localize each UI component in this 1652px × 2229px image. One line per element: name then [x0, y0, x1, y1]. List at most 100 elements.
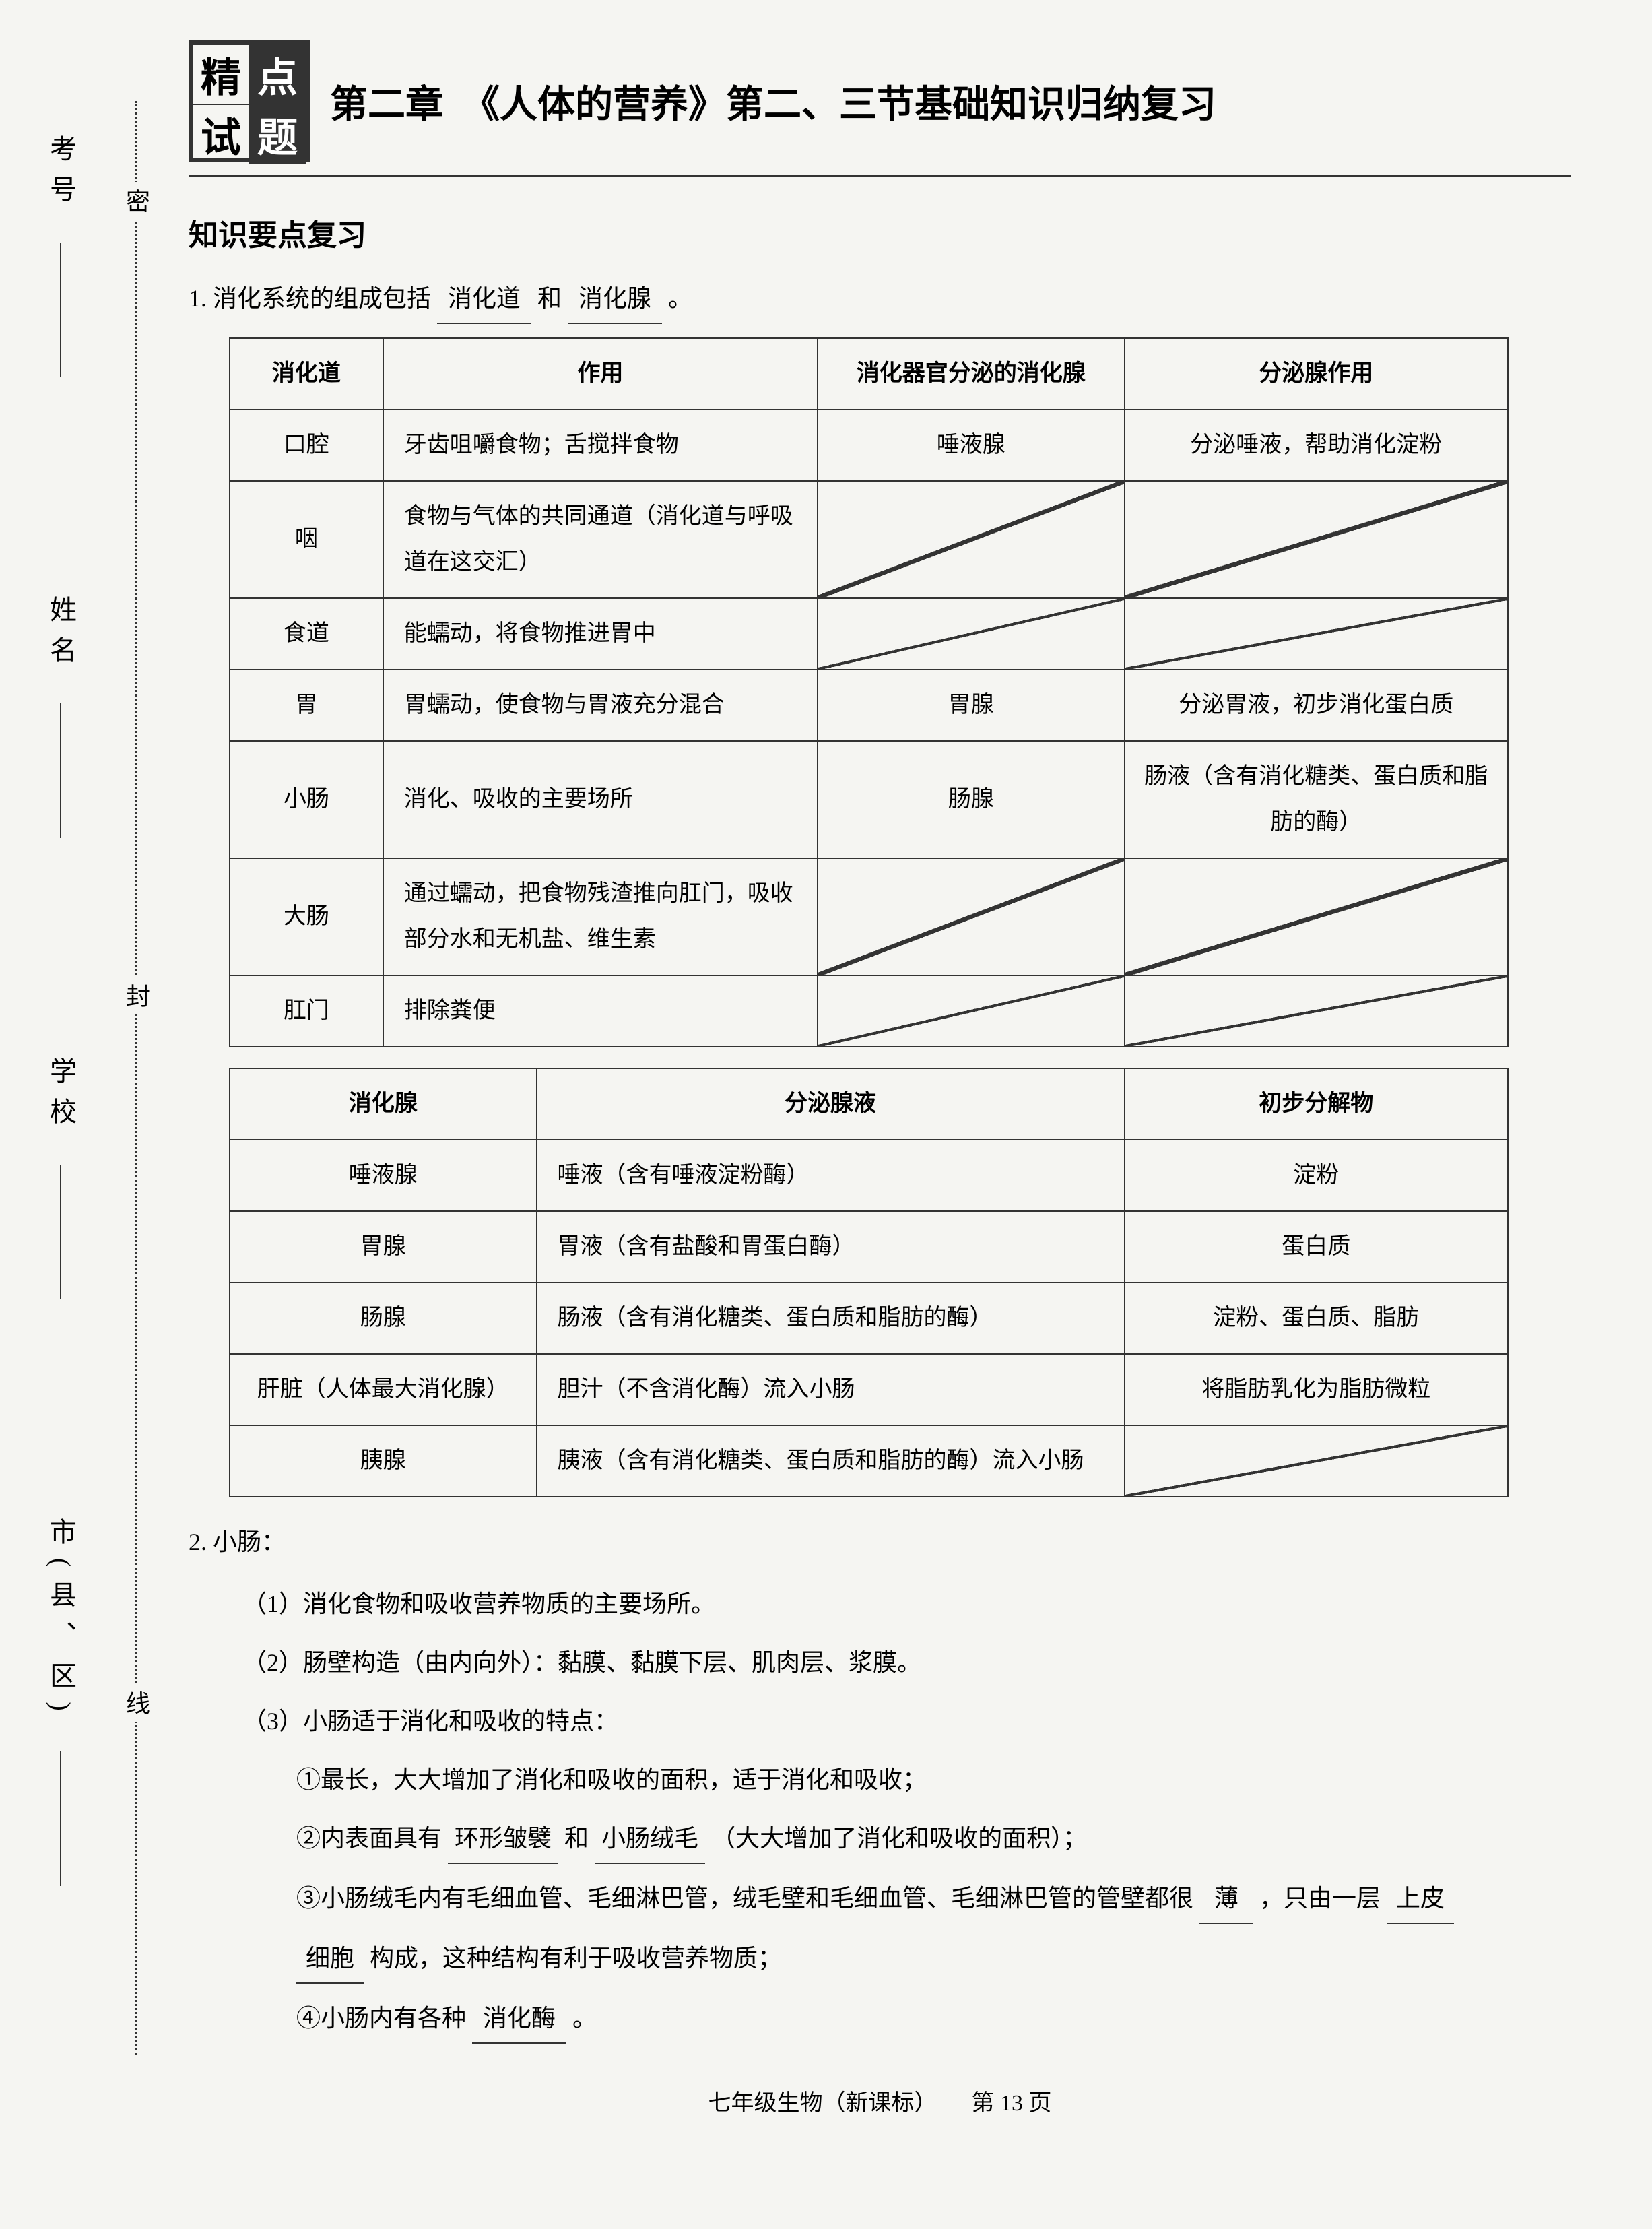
t2-header: 消化腺	[230, 1068, 537, 1140]
table-cell	[818, 598, 1125, 670]
table-row: 胃胃蠕动，使食物与胃液充分混合胃腺分泌胃液，初步消化蛋白质	[230, 670, 1508, 741]
item1-suffix: 。	[668, 285, 692, 312]
table-cell: 肠液（含有消化糖类、蛋白质和脂肪的酶）	[537, 1283, 1125, 1354]
table-row: 小肠消化、吸收的主要场所肠腺肠液（含有消化糖类、蛋白质和脂肪的酶）	[230, 741, 1508, 858]
table-cell: 排除粪便	[383, 975, 818, 1047]
t1-header: 消化器官分泌的消化腺	[818, 338, 1125, 410]
page-title: 第二章 《人体的营养》第二、三节基础知识归纳复习	[330, 74, 1571, 129]
table-row: 肝脏（人体最大消化腺）胆汁（不含消化酶）流入小肠将脂肪乳化为脂肪微粒	[230, 1354, 1508, 1425]
table-cell	[818, 858, 1125, 975]
table-digestive-gland: 消化腺 分泌腺液 初步分解物 唾液腺唾液（含有唾液淀粉酶）淀粉胃腺胃液（含有盐酸…	[229, 1068, 1509, 1497]
table-cell: 牙齿咀嚼食物；舌搅拌食物	[383, 410, 818, 481]
table-row: 食道能蠕动，将食物推进胃中	[230, 598, 1508, 670]
table-cell: 肠腺	[230, 1283, 537, 1354]
table-cell: 淀粉	[1125, 1140, 1508, 1211]
table-cell: 淀粉、蛋白质、脂肪	[1125, 1283, 1508, 1354]
table-cell: 小肠	[230, 741, 383, 858]
fill-blank: 上皮	[1387, 1874, 1454, 1924]
fill-blank: 小肠绒毛	[595, 1814, 705, 1864]
table-row: 胃腺胃液（含有盐酸和胃蛋白酶）蛋白质	[230, 1211, 1508, 1283]
table-row: 口腔牙齿咀嚼食物；舌搅拌食物唾液腺分泌唾液，帮助消化淀粉	[230, 410, 1508, 481]
section-title: 知识要点复习	[189, 211, 1571, 254]
table-cell: 食道	[230, 598, 383, 670]
table-cell: 蛋白质	[1125, 1211, 1508, 1283]
side-label: 学校	[41, 1057, 80, 1138]
table-row: 胰腺胰液（含有消化糖类、蛋白质和脂肪的酶）流入小肠	[230, 1425, 1508, 1497]
ss3-text: ③小肠绒毛内有毛细血管、毛细淋巴管，绒毛壁和毛细血管、毛细淋巴管的管壁都很	[296, 1885, 1193, 1912]
table-cell: 胆汁（不含消化酶）流入小肠	[537, 1354, 1125, 1425]
item-2-ss2: ②内表面具有 环形皱襞 和 小肠绒毛 （大大增加了消化和吸收的面积）；	[296, 1814, 1571, 1864]
ss2-text: （大大增加了消化和吸收的面积）；	[711, 1825, 1087, 1852]
table-cell: 肛门	[230, 975, 383, 1047]
ss4-text: 。	[572, 2005, 597, 2032]
item-1: 1. 消化系统的组成包括 消化道 和 消化腺 。	[189, 274, 1571, 324]
item-2-title: 2. 小肠：	[189, 1518, 1571, 1566]
table-cell: 肠腺	[818, 741, 1125, 858]
dotted-text: 封	[119, 977, 154, 1014]
table-cell: 唾液腺	[818, 410, 1125, 481]
table-cell: 唾液（含有唾液淀粉酶）	[537, 1140, 1125, 1211]
ss4-text: ④小肠内有各种	[296, 2005, 466, 2032]
table-cell: 胃蠕动，使食物与胃液充分混合	[383, 670, 818, 741]
table-row: 咽食物与气体的共同通道（消化道与呼吸道在这交汇）	[230, 481, 1508, 598]
table-cell	[1125, 1425, 1508, 1497]
table-row: 肛门排除粪便	[230, 975, 1508, 1047]
table-cell: 将脂肪乳化为脂肪微粒	[1125, 1354, 1508, 1425]
item1-prefix: 1. 消化系统的组成包括	[189, 285, 431, 312]
table-cell	[1125, 481, 1508, 598]
side-line	[60, 703, 61, 838]
table-cell	[1125, 975, 1508, 1047]
item1-mid: 和	[537, 285, 562, 312]
table-row: 大肠通过蠕动，把食物残渣推向肛门，吸收部分水和无机盐、维生素	[230, 858, 1508, 975]
side-line	[60, 1165, 61, 1299]
fill-blank: 消化酶	[472, 1994, 566, 2044]
table-cell: 胃液（含有盐酸和胃蛋白酶）	[537, 1211, 1125, 1283]
table-cell	[818, 975, 1125, 1047]
item-2-sub3: （3）小肠适于消化和吸收的特点：	[242, 1697, 1571, 1745]
table-cell: 分泌唾液，帮助消化淀粉	[1125, 410, 1508, 481]
item-2-ss3b: 细胞 构成，这种结构有利于吸收营养物质；	[296, 1934, 1571, 1984]
table-cell: 食物与气体的共同通道（消化道与呼吸道在这交汇）	[383, 481, 818, 598]
table-cell: 胰液（含有消化糖类、蛋白质和脂肪的酶）流入小肠	[537, 1425, 1125, 1497]
side-label: 考号	[41, 135, 80, 216]
table-row: 唾液腺唾液（含有唾液淀粉酶）淀粉	[230, 1140, 1508, 1211]
fill-blank: 消化道	[437, 274, 531, 324]
dotted-text: 密	[119, 182, 154, 220]
logo-cell: 点	[249, 44, 306, 104]
fill-blank: 薄	[1199, 1874, 1253, 1924]
t2-header: 分泌腺液	[537, 1068, 1125, 1140]
table-cell: 咽	[230, 481, 383, 598]
table-digestive-tract: 消化道 作用 消化器官分泌的消化腺 分泌腺作用 口腔牙齿咀嚼食物；舌搅拌食物唾液…	[229, 337, 1509, 1047]
side-label: 市(县、区)	[41, 1518, 80, 1724]
logo-cell: 精	[193, 44, 249, 104]
t1-header: 分泌腺作用	[1125, 338, 1508, 410]
table-cell: 唾液腺	[230, 1140, 537, 1211]
logo-cell: 题	[249, 104, 306, 164]
ss2-text: ②内表面具有	[296, 1825, 442, 1852]
table-cell: 胃腺	[818, 670, 1125, 741]
dotted-text: 线	[119, 1684, 154, 1722]
table-cell	[818, 481, 1125, 598]
item-2-ss4: ④小肠内有各种 消化酶 。	[296, 1994, 1571, 2044]
table-cell: 肠液（含有消化糖类、蛋白质和脂肪的酶）	[1125, 741, 1508, 858]
ss2-text: 和	[564, 1825, 589, 1852]
side-label: 姓名	[41, 595, 80, 676]
dotted-cut-line	[135, 101, 137, 2055]
item-2-ss1: ①最长，大大增加了消化和吸收的面积，适于消化和吸收；	[296, 1755, 1571, 1804]
logo-box: 精 点 试 题	[189, 40, 310, 162]
table-cell: 大肠	[230, 858, 383, 975]
table-cell	[1125, 858, 1508, 975]
table-cell: 肝脏（人体最大消化腺）	[230, 1354, 537, 1425]
content-area: 1. 消化系统的组成包括 消化道 和 消化腺 。 消化道 作用 消化器官分泌的消…	[189, 274, 1571, 2044]
side-line	[60, 243, 61, 377]
table-cell: 消化、吸收的主要场所	[383, 741, 818, 858]
fill-blank: 消化腺	[568, 274, 662, 324]
t1-header: 作用	[383, 338, 818, 410]
item-2-sub2: （2）肠壁构造（由内向外）：黏膜、黏膜下层、肌肉层、浆膜。	[242, 1638, 1571, 1687]
fill-blank: 细胞	[296, 1934, 364, 1984]
page-header: 精 点 试 题 第二章 《人体的营养》第二、三节基础知识归纳复习	[189, 40, 1571, 177]
t2-header: 初步分解物	[1125, 1068, 1508, 1140]
table-cell: 胰腺	[230, 1425, 537, 1497]
ss3-text: ，只由一层	[1259, 1885, 1381, 1912]
t1-header: 消化道	[230, 338, 383, 410]
